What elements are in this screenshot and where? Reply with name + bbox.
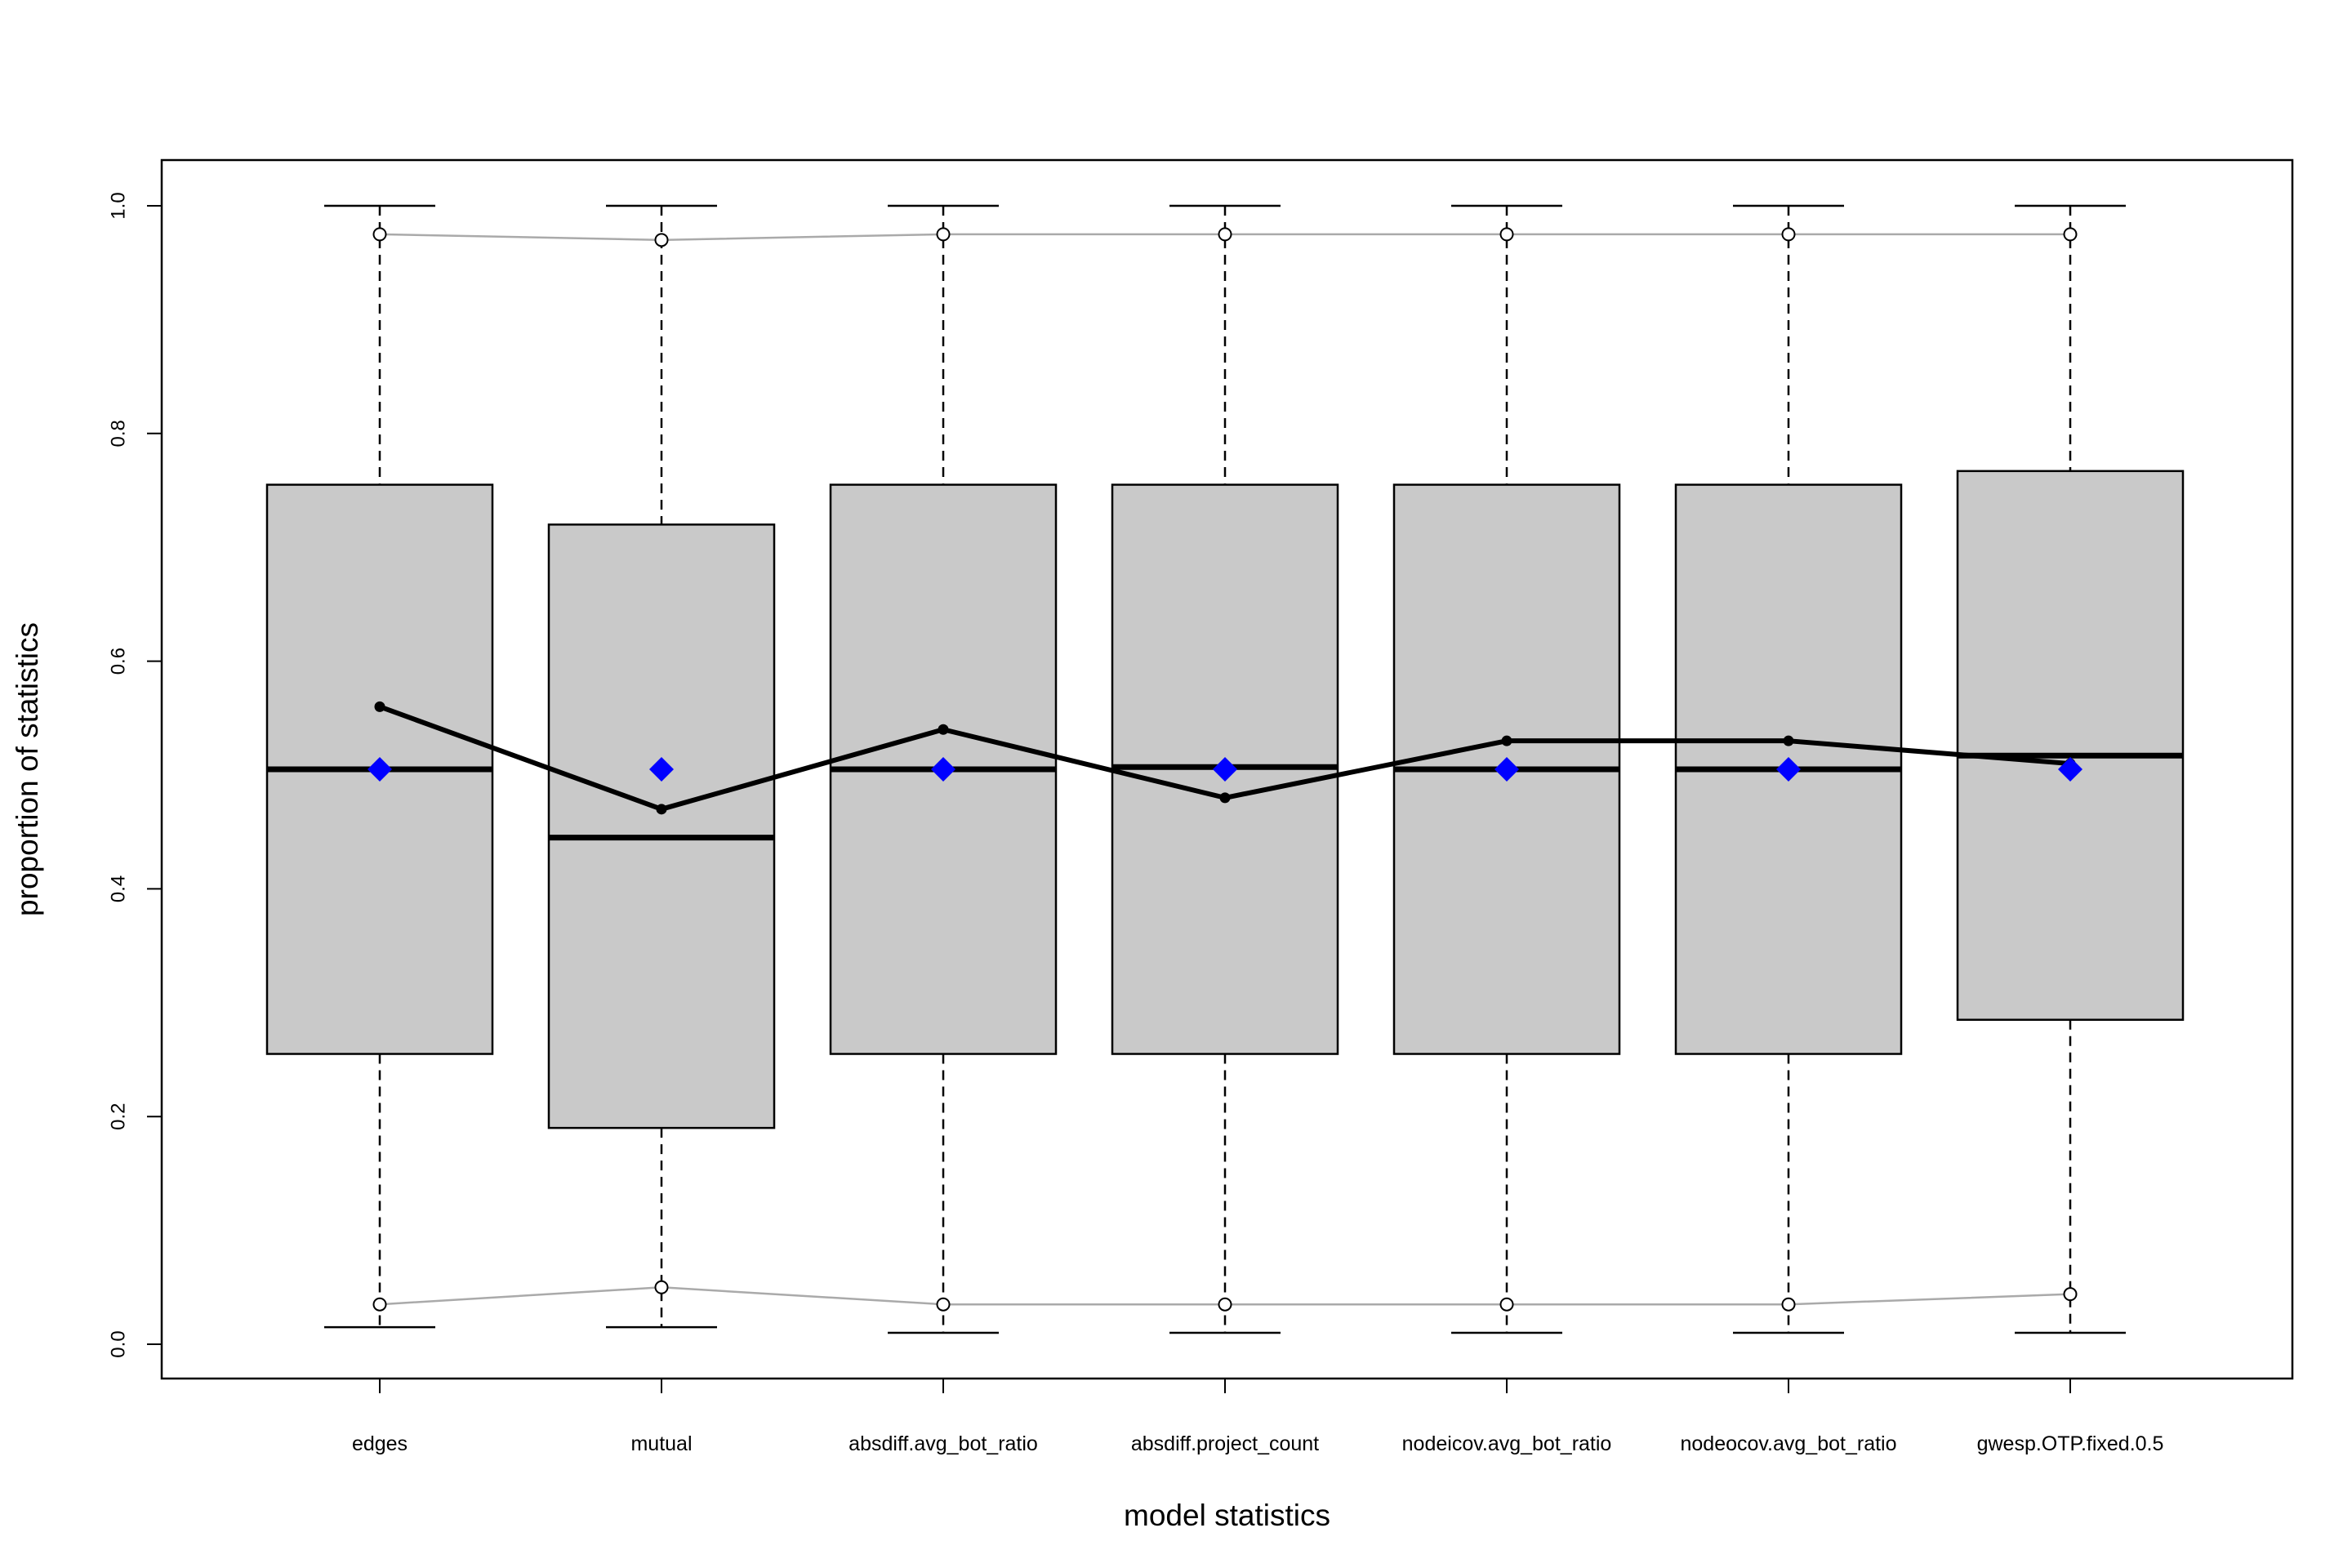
- diamond-point: [931, 757, 956, 782]
- series-point: [1501, 735, 1512, 746]
- plot-area: 0.0 0.2 0.4 0.6 0.8 1.0 edges mutual absdiff.avg…: [107, 158, 2294, 1455]
- series-point: [1783, 735, 1794, 746]
- box-mutual: [547, 204, 776, 1329]
- y-tick-label: 0.0: [107, 1330, 129, 1357]
- series-point: [2063, 1287, 2078, 1302]
- series-point: [1781, 227, 1796, 242]
- y-tick-label: 0.2: [107, 1103, 129, 1130]
- series-point: [374, 701, 385, 712]
- series-point: [938, 724, 949, 735]
- series-point: [1499, 1297, 1514, 1312]
- x-tick-label: absdiff.avg_bot_ratio: [849, 1432, 1038, 1455]
- x-tick-label: edges: [352, 1432, 408, 1455]
- series-point: [654, 233, 669, 247]
- series-point: [936, 1297, 951, 1312]
- x-tick-label: mutual: [630, 1432, 692, 1455]
- series-point: [1499, 227, 1514, 242]
- series-point: [1219, 792, 1231, 804]
- plot-frame: [160, 158, 2294, 1380]
- series-point: [656, 804, 667, 815]
- diamond-point: [368, 757, 392, 782]
- box-gwesp.OTP.fixed.0.5: [1956, 204, 2185, 1334]
- x-tick-label: gwesp.OTP.fixed.0.5: [1977, 1432, 2164, 1455]
- x-tick-label: nodeocov.avg_bot_ratio: [1680, 1432, 1896, 1455]
- y-axis-title: proportion of statistics: [11, 622, 44, 916]
- series-point: [654, 1280, 669, 1294]
- x-axis-title: model statistics: [1124, 1499, 1330, 1532]
- y-tick-label: 0.8: [107, 420, 129, 447]
- diamond-point: [2058, 757, 2082, 782]
- x-tick-label: absdiff.project_count: [1131, 1432, 1319, 1455]
- series-point: [1218, 227, 1232, 242]
- series-1: [368, 757, 2082, 782]
- diamond-point: [649, 757, 674, 782]
- y-tick-label: 0.6: [107, 648, 129, 675]
- diamond-point: [1776, 757, 1801, 782]
- series-point: [936, 227, 951, 242]
- box-body: [547, 523, 776, 1129]
- series-2: [372, 227, 2078, 247]
- diamond-point: [1213, 757, 1237, 782]
- series-3: [372, 1280, 2078, 1312]
- y-tick-label: 0.4: [107, 875, 129, 902]
- series-point: [372, 227, 387, 242]
- series-point: [1781, 1297, 1796, 1312]
- y-tick-label: 1.0: [107, 192, 129, 219]
- series-point: [372, 1297, 387, 1312]
- series-point: [1218, 1297, 1232, 1312]
- box-body: [1956, 470, 2185, 1021]
- x-tick-label: nodeicov.avg_bot_ratio: [1402, 1432, 1612, 1455]
- series-point: [2063, 227, 2078, 242]
- diamond-point: [1494, 757, 1519, 782]
